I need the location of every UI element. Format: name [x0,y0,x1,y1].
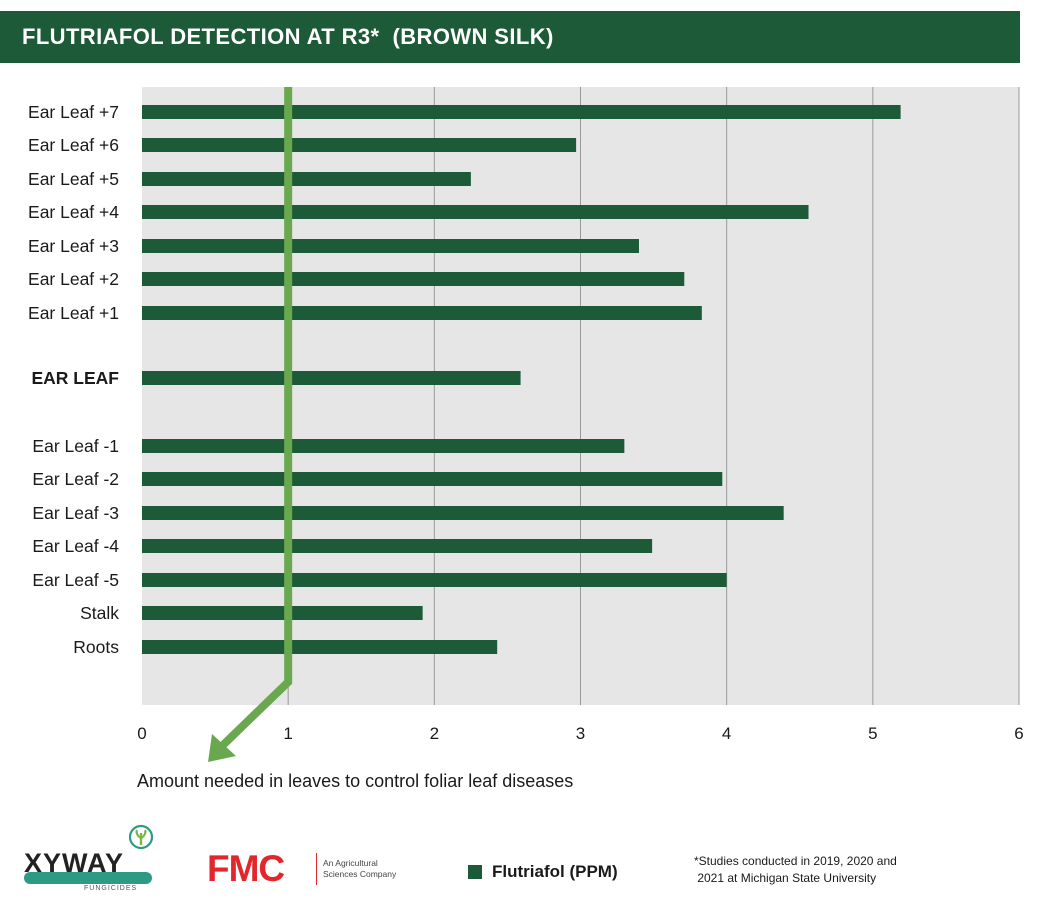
category-label-12: Ear Leaf -5 [32,570,119,590]
x-tick-3: 3 [576,724,585,743]
bar-11 [142,539,653,553]
bar-12 [142,573,727,587]
bar-2 [142,172,471,186]
sprout-icon [128,824,154,850]
category-label-8: Ear Leaf -1 [32,436,119,456]
category-label-7: EAR LEAF [32,368,120,388]
x-tick-2: 2 [430,724,439,743]
x-tick-5: 5 [868,724,877,743]
category-label-4: Ear Leaf +3 [28,236,119,256]
footnote: *Studies conducted in 2019, 2020 and 202… [694,853,934,887]
legend-label: Flutriafol (PPM) [492,862,618,881]
bar-13 [142,606,423,620]
fmc-logo: FMC [207,848,285,889]
category-label-6: Ear Leaf +1 [28,303,119,323]
category-label-3: Ear Leaf +4 [28,202,119,222]
category-label-14: Roots [73,637,119,657]
title-bar: FLUTRIAFOL DETECTION AT R3* (BROWN SILK) [0,11,1020,63]
fmc-tagline-line-1: An Agricultural [323,858,378,868]
xyway-subtitle: FUNGICIDES [84,885,138,892]
bar-8 [142,439,625,453]
bar-14 [142,640,498,654]
bar-1 [142,138,577,152]
threshold-line-path [217,87,293,751]
bar-7 [142,371,521,385]
fmc-wordmark: FMC [207,848,285,889]
bar-9 [142,472,723,486]
fmc-tagline-line-2: Sciences Company [323,869,397,879]
x-tick-1: 1 [283,724,292,743]
category-label-1: Ear Leaf +6 [28,135,119,155]
x-tick-4: 4 [722,724,731,743]
category-label-5: Ear Leaf +2 [28,269,119,289]
chart-title: FLUTRIAFOL DETECTION AT R3* (BROWN SILK) [22,24,554,49]
fmc-divider [316,853,317,885]
x-tick-6: 6 [1014,724,1023,743]
bar-10 [142,506,784,520]
legend: Flutriafol (PPM) [468,862,618,882]
bar-5 [142,272,685,286]
threshold-line [208,87,293,762]
category-labels: Ear Leaf +7 Ear Leaf +6 Ear Leaf +5 Ear Lea… [28,102,119,657]
xyway-logo: XYWAY FUNGICIDES [22,822,162,897]
legend-swatch [468,865,482,879]
xyway-swoosh [24,872,152,884]
bar-6 [142,306,702,320]
threshold-arrowhead [208,734,236,762]
category-label-2: Ear Leaf +5 [28,169,119,189]
fmc-tagline: An Agricultural Sciences Company [323,858,413,880]
category-label-0: Ear Leaf +7 [28,102,119,122]
threshold-annotation: Amount needed in leaves to control folia… [137,771,574,791]
bar-3 [142,205,809,219]
category-label-10: Ear Leaf -3 [32,503,119,523]
bar-4 [142,239,639,253]
bar-chart: Ear Leaf +7 Ear Leaf +6 Ear Leaf +5 Ear Lea… [28,87,1024,762]
footnote-line-2: 2021 at Michigan State University [694,871,877,885]
footnote-line-1: *Studies conducted in 2019, 2020 and [694,854,897,868]
category-label-9: Ear Leaf -2 [32,469,119,489]
x-tick-labels: 0 1 2 3 4 5 6 [137,724,1023,743]
bar-0 [142,105,901,119]
x-tick-0: 0 [137,724,146,743]
category-label-13: Stalk [80,603,119,623]
category-label-11: Ear Leaf -4 [32,536,119,556]
